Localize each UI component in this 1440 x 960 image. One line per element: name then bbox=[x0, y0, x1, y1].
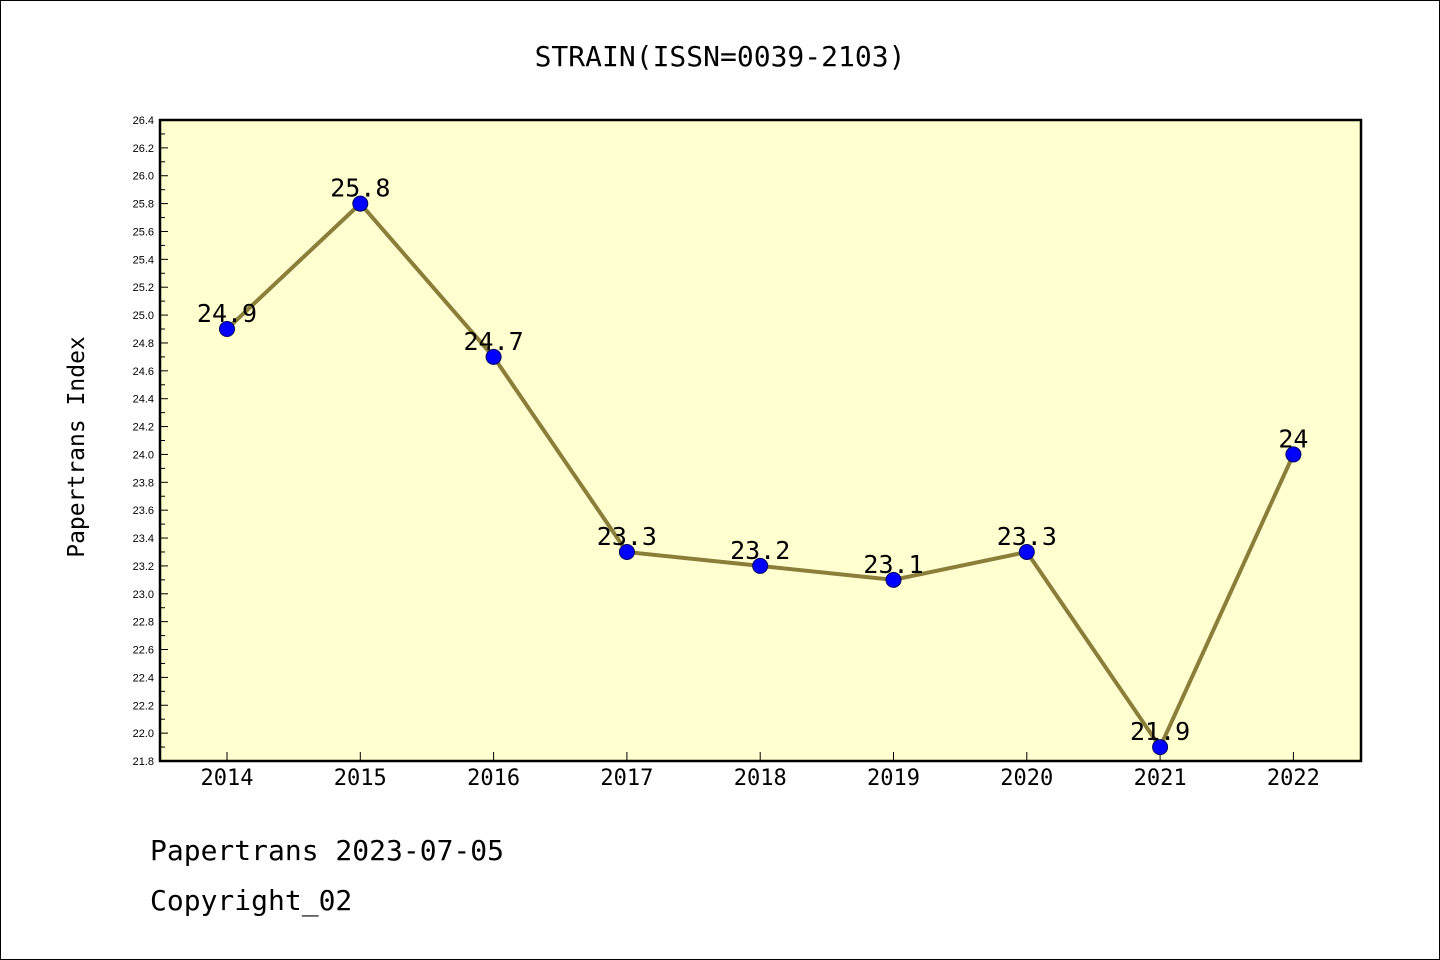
footer-copyright: Copyright_02 bbox=[150, 884, 353, 917]
x-axis-ticks: 2014 2015 2016 2017 2018 2019 2020 2021 2022 bbox=[201, 752, 1320, 791]
x-tick-label: 2021 bbox=[1134, 766, 1187, 791]
data-point bbox=[485, 348, 502, 365]
data-point bbox=[219, 321, 235, 338]
y-tick-label: 25.4 bbox=[133, 254, 154, 266]
y-tick-label: 25.2 bbox=[133, 282, 154, 294]
y-tick-label: 24.2 bbox=[133, 422, 154, 434]
data-label: 21.9 bbox=[1130, 717, 1190, 746]
y-tick-label: 26.4 bbox=[133, 115, 154, 127]
x-tick-label: 2017 bbox=[600, 766, 653, 791]
y-tick-label: 23.4 bbox=[133, 533, 154, 545]
data-point bbox=[1285, 446, 1302, 463]
data-label: 24.7 bbox=[463, 327, 523, 356]
y-tick-label: 25.8 bbox=[133, 199, 154, 211]
y-tick-label: 26.2 bbox=[133, 143, 154, 155]
x-tick-label: 2016 bbox=[467, 766, 520, 791]
data-point bbox=[752, 557, 769, 574]
data-point bbox=[1152, 739, 1169, 756]
y-tick-label: 24.6 bbox=[133, 366, 154, 378]
data-point bbox=[352, 195, 369, 212]
y-tick-label: 22.2 bbox=[133, 700, 154, 712]
data-label: 23.3 bbox=[997, 522, 1057, 551]
data-label: 23.2 bbox=[730, 536, 790, 565]
data-label: 24 bbox=[1278, 424, 1308, 453]
y-tick-label: 25.0 bbox=[133, 310, 154, 322]
x-tick-label: 2022 bbox=[1267, 766, 1320, 791]
y-tick-label: 22.4 bbox=[133, 672, 154, 684]
y-tick-label: 23.0 bbox=[133, 589, 154, 601]
y-tick-label: 22.0 bbox=[133, 728, 154, 740]
y-tick-label: 26.0 bbox=[133, 171, 154, 183]
data-label: 23.1 bbox=[863, 550, 923, 579]
data-point bbox=[618, 543, 635, 560]
x-tick-label: 2020 bbox=[1000, 766, 1053, 791]
x-tick-label: 2019 bbox=[867, 766, 920, 791]
chart-title: STRAIN(ISSN=0039-2103) bbox=[535, 40, 906, 73]
y-tick-label: 24.8 bbox=[133, 338, 154, 350]
y-tick-label: 24.4 bbox=[133, 394, 154, 406]
data-label: 24.9 bbox=[197, 299, 257, 328]
y-tick-label: 21.8 bbox=[133, 756, 154, 768]
y-tick-label: 22.8 bbox=[133, 617, 154, 629]
plot-area bbox=[158, 118, 1363, 763]
x-tick-label: 2014 bbox=[201, 766, 254, 791]
data-label: 25.8 bbox=[330, 174, 390, 203]
y-tick-label: 25.6 bbox=[133, 226, 154, 238]
data-point bbox=[1018, 543, 1035, 560]
y-tick-label: 24.0 bbox=[133, 449, 154, 461]
y-axis-ticks: 21.8 22.0 22.2 22.4 22.6 22.8 23.0 23.2 23.4 23.6… bbox=[133, 115, 168, 768]
x-tick-label: 2018 bbox=[734, 766, 787, 791]
series-group bbox=[219, 195, 1302, 756]
data-label: 23.3 bbox=[597, 522, 657, 551]
y-tick-label: 23.2 bbox=[133, 561, 154, 573]
data-labels-group: 24.9 25.8 24.7 23.3 23.2 23.1 23.3 21.9 24 bbox=[197, 174, 1309, 746]
data-point bbox=[885, 571, 902, 588]
x-tick-label: 2015 bbox=[334, 766, 387, 791]
footer-date: Papertrans 2023-07-05 bbox=[150, 834, 505, 867]
y-tick-label: 23.6 bbox=[133, 505, 154, 517]
y-tick-label: 23.8 bbox=[133, 477, 154, 489]
y-axis-label: Papertrans Index bbox=[64, 336, 90, 558]
y-tick-label: 22.6 bbox=[133, 645, 154, 657]
